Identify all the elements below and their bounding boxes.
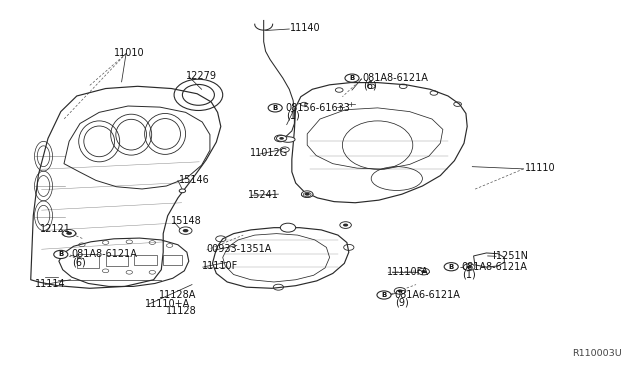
Text: 081A8-6121A: 081A8-6121A: [71, 250, 137, 259]
Text: 15146: 15146: [179, 175, 210, 185]
Text: B: B: [381, 292, 387, 298]
Circle shape: [67, 231, 72, 235]
Circle shape: [467, 266, 472, 269]
Text: 00933-1351A: 00933-1351A: [207, 244, 272, 254]
Text: 081A6-6121A: 081A6-6121A: [394, 290, 460, 300]
Circle shape: [280, 147, 289, 152]
Text: B: B: [273, 105, 278, 111]
Text: 11128A: 11128A: [159, 290, 196, 300]
Text: 081A8-6121A: 081A8-6121A: [461, 262, 527, 272]
Circle shape: [377, 291, 391, 299]
Text: 15241: 15241: [248, 190, 279, 199]
Circle shape: [444, 263, 458, 271]
Text: 11128: 11128: [166, 307, 197, 316]
Circle shape: [179, 227, 192, 234]
Text: B: B: [58, 251, 63, 257]
Circle shape: [183, 229, 188, 232]
Text: (9): (9): [396, 298, 409, 308]
Text: 15148: 15148: [171, 217, 202, 226]
Circle shape: [397, 289, 403, 292]
Circle shape: [421, 270, 426, 273]
Circle shape: [279, 137, 284, 140]
Text: 12279: 12279: [186, 71, 216, 81]
Text: I1251N: I1251N: [493, 251, 528, 260]
Text: (6): (6): [363, 81, 376, 91]
Circle shape: [54, 250, 68, 259]
Circle shape: [280, 223, 296, 232]
Circle shape: [340, 222, 351, 228]
Circle shape: [394, 288, 406, 294]
Circle shape: [418, 268, 429, 275]
Text: R110003U: R110003U: [572, 349, 622, 358]
Circle shape: [275, 135, 286, 142]
Circle shape: [268, 104, 282, 112]
Text: 11114: 11114: [35, 279, 66, 289]
Text: 11010: 11010: [114, 48, 145, 58]
Text: B: B: [349, 75, 355, 81]
Text: 11110: 11110: [525, 163, 556, 173]
Circle shape: [63, 230, 76, 237]
Text: 081A8-6121A: 081A8-6121A: [362, 73, 428, 83]
Text: 11110FA: 11110FA: [387, 267, 429, 276]
Circle shape: [463, 264, 475, 270]
Circle shape: [301, 191, 313, 198]
Circle shape: [305, 193, 310, 196]
Ellipse shape: [62, 231, 76, 237]
Circle shape: [345, 74, 359, 82]
Ellipse shape: [301, 192, 313, 197]
Text: (6): (6): [72, 257, 86, 267]
Ellipse shape: [281, 137, 295, 142]
Text: (1): (1): [286, 111, 300, 121]
Text: 11012G: 11012G: [250, 148, 288, 158]
Circle shape: [276, 135, 287, 141]
Text: 11110F: 11110F: [202, 261, 239, 271]
Ellipse shape: [179, 189, 186, 193]
Text: B: B: [449, 264, 454, 270]
Text: 12121: 12121: [40, 224, 71, 234]
Text: (1): (1): [462, 270, 476, 279]
Circle shape: [343, 224, 348, 227]
Text: 08156-61633: 08156-61633: [285, 103, 350, 113]
Text: 11110+A: 11110+A: [145, 299, 190, 308]
Text: 11140: 11140: [290, 23, 321, 33]
